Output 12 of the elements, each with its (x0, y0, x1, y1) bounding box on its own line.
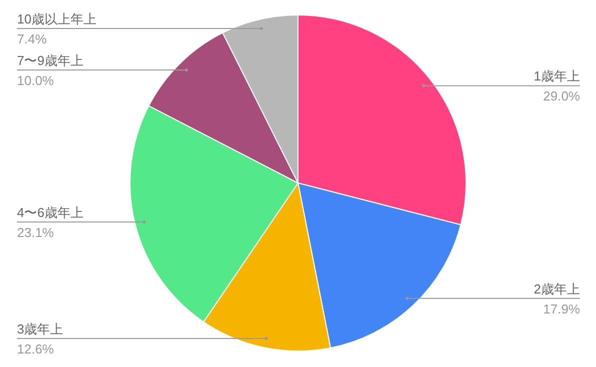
data-label: 12.6% (17, 342, 54, 357)
data-label: 10.0% (17, 73, 54, 88)
slice-label: 7〜9歳年上 (17, 53, 84, 68)
slice-label: 1歳年上 (534, 68, 580, 84)
slice-label: 2歳年上 (534, 281, 580, 296)
data-label: 23.1% (17, 225, 54, 240)
slice-label: 3歳年上 (17, 322, 64, 337)
slice-label: 10歳以上年上 (17, 12, 96, 27)
data-label: 29.0% (543, 88, 580, 104)
slice-label: 4〜6歳年上 (17, 205, 84, 220)
data-label: 7.4% (17, 32, 48, 47)
data-label: 17.9% (543, 301, 580, 316)
